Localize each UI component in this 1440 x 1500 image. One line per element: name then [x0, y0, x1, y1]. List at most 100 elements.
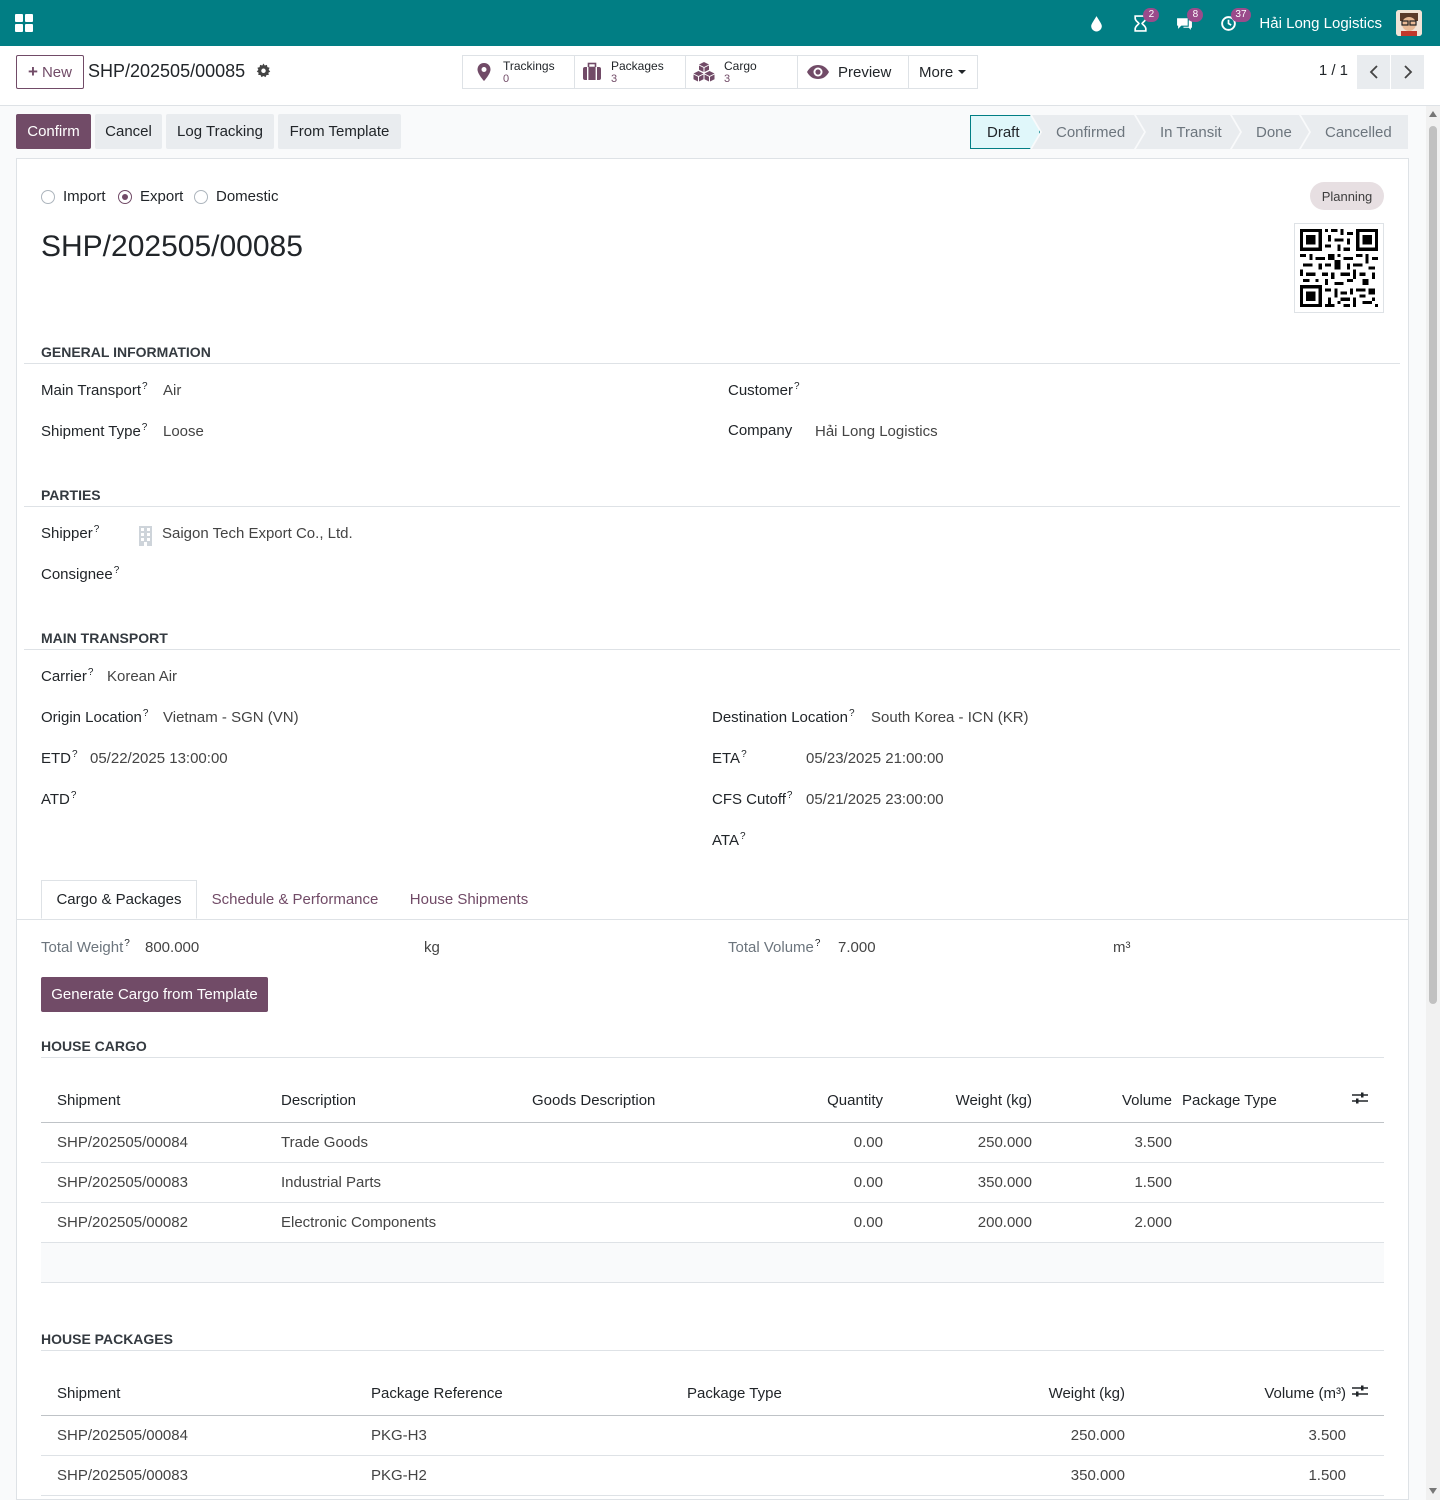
customer-label-text: Customer: [728, 382, 794, 399]
company-switcher[interactable]: Hải Long Logistics: [1259, 14, 1382, 32]
pager-previous-button[interactable]: [1357, 55, 1390, 89]
column-header-volume[interactable]: Volume (m³): [1125, 1372, 1346, 1416]
column-header-volume[interactable]: Volume: [1032, 1079, 1172, 1123]
radio-export[interactable]: [118, 190, 132, 204]
confirm-button[interactable]: Confirm: [16, 114, 91, 149]
generate-cargo-button[interactable]: Generate Cargo from Template: [41, 977, 268, 1012]
packages-smart-button[interactable]: Packages 3: [575, 56, 686, 88]
cell-spacer: [1342, 1162, 1384, 1203]
stage-in-transit[interactable]: In Transit: [1136, 115, 1240, 149]
stage-confirmed[interactable]: Confirmed: [1032, 115, 1144, 149]
stage-draft[interactable]: Draft: [970, 115, 1040, 149]
destination-location-field[interactable]: South Korea - ICN (KR): [871, 709, 1029, 726]
carrier-label: Carrier?: [41, 667, 93, 685]
tab-cargo-packages[interactable]: Cargo & Packages: [41, 880, 197, 919]
customer-field[interactable]: [815, 382, 1375, 402]
help-tooltip-icon[interactable]: ?: [786, 790, 793, 801]
radio-export-label[interactable]: Export: [140, 188, 184, 205]
tab-schedule-performance[interactable]: Schedule & Performance: [211, 891, 379, 908]
cancel-button[interactable]: Cancel: [95, 114, 162, 149]
stage-cancelled[interactable]: Cancelled: [1301, 115, 1408, 149]
sliders-icon: [1352, 1092, 1368, 1104]
help-tooltip-icon[interactable]: ?: [848, 708, 855, 719]
optional-columns-toggle[interactable]: [1346, 1372, 1384, 1416]
column-header-shipment[interactable]: Shipment: [41, 1372, 355, 1416]
pager-value[interactable]: 1 / 1: [1318, 62, 1348, 79]
help-tooltip-icon[interactable]: ?: [814, 938, 821, 949]
help-tooltip-icon[interactable]: ?: [124, 938, 130, 949]
apps-menu-icon[interactable]: [15, 14, 33, 32]
help-tooltip-icon[interactable]: ?: [142, 708, 149, 719]
tab-house-shipments[interactable]: House Shipments: [409, 891, 529, 908]
consignee-field[interactable]: [162, 566, 662, 586]
help-tooltip-icon[interactable]: ?: [739, 831, 746, 842]
cell-weight: 250.000: [921, 1415, 1125, 1456]
help-tooltip-icon[interactable]: ?: [113, 565, 120, 576]
preview-smart-button[interactable]: Preview: [798, 56, 909, 88]
company-field[interactable]: Hải Long Logistics: [815, 423, 938, 440]
column-header-weight[interactable]: Weight (kg): [921, 1372, 1125, 1416]
table-row[interactable]: SHP/202505/00083 Industrial Parts 0.00 3…: [41, 1162, 1384, 1203]
column-header-quantity[interactable]: Quantity: [756, 1079, 883, 1123]
table-row[interactable]: SHP/202505/00084 PKG-H3 250.000 3.500: [41, 1415, 1384, 1456]
column-header-shipment[interactable]: Shipment: [41, 1079, 265, 1123]
help-tooltip-icon[interactable]: ?: [142, 381, 148, 392]
help-tooltip-icon[interactable]: ?: [70, 790, 77, 801]
activity-hourglass-icon[interactable]: 2: [1125, 0, 1160, 46]
help-tooltip-icon[interactable]: ?: [741, 749, 747, 760]
atd-field[interactable]: [90, 791, 390, 811]
cell-package-type: [1172, 1122, 1342, 1163]
stage-done[interactable]: Done: [1232, 115, 1309, 149]
column-header-goods-description[interactable]: Goods Description: [516, 1079, 756, 1123]
pager-next-button[interactable]: [1391, 55, 1424, 89]
total-weight-label: Total Weight?: [41, 938, 130, 956]
more-dropdown[interactable]: More: [909, 56, 977, 88]
shipment-type-field[interactable]: Loose: [163, 423, 204, 440]
shipper-field[interactable]: Saigon Tech Export Co., Ltd.: [162, 525, 353, 542]
radio-domestic-label[interactable]: Domestic: [216, 188, 279, 205]
destination-location-label: Destination Location?: [712, 708, 855, 726]
help-tooltip-icon[interactable]: ?: [87, 667, 94, 678]
gear-icon[interactable]: [256, 63, 271, 78]
eta-field[interactable]: 05/23/2025 21:00:00: [806, 750, 944, 767]
column-header-package-reference[interactable]: Package Reference: [355, 1372, 671, 1416]
cargo-smart-button[interactable]: Cargo 3: [686, 56, 798, 88]
water-drop-icon[interactable]: [1081, 0, 1111, 46]
radio-import-label[interactable]: Import: [63, 188, 106, 205]
trackings-smart-button[interactable]: Trackings 0: [463, 56, 575, 88]
cell-quantity: 0.00: [756, 1162, 883, 1203]
from-template-button[interactable]: From Template: [278, 114, 401, 149]
column-header-package-type[interactable]: Package Type: [671, 1372, 921, 1416]
messages-icon[interactable]: 8: [1169, 0, 1204, 46]
carrier-field[interactable]: Korean Air: [107, 668, 178, 685]
column-header-description[interactable]: Description: [265, 1079, 516, 1123]
new-record-button[interactable]: + New: [16, 55, 84, 89]
cell-description: Trade Goods: [265, 1122, 516, 1163]
house-cargo-table: Shipment Description Goods Description Q…: [41, 1079, 1384, 1283]
etd-field[interactable]: 05/22/2025 13:00:00: [90, 750, 228, 767]
help-tooltip-icon[interactable]: ?: [72, 749, 78, 760]
column-header-weight[interactable]: Weight (kg): [883, 1079, 1032, 1123]
user-avatar[interactable]: [1396, 10, 1422, 36]
optional-columns-toggle[interactable]: [1342, 1079, 1384, 1123]
radio-domestic[interactable]: [194, 190, 208, 204]
column-header-package-type[interactable]: Package Type: [1172, 1079, 1342, 1123]
table-row[interactable]: SHP/202505/00084 Trade Goods 0.00 250.00…: [41, 1122, 1384, 1163]
packages-title: Packages: [611, 58, 664, 73]
ata-field[interactable]: [806, 832, 1106, 852]
help-tooltip-icon[interactable]: ?: [794, 381, 800, 392]
updates-clock-icon[interactable]: 37: [1213, 0, 1251, 46]
table-row[interactable]: SHP/202505/00082 Electronic Components 0…: [41, 1202, 1384, 1243]
radio-import[interactable]: [41, 190, 55, 204]
scroll-down-arrow-icon[interactable]: [1429, 1488, 1437, 1494]
help-tooltip-icon[interactable]: ?: [141, 422, 148, 433]
cfs-cutoff-field[interactable]: 05/21/2025 23:00:00: [806, 791, 944, 808]
scroll-up-arrow-icon[interactable]: [1429, 111, 1437, 117]
empty-cell: [41, 1242, 1384, 1283]
main-transport-field[interactable]: Air: [163, 382, 182, 399]
scrollbar-thumb[interactable]: [1429, 126, 1437, 1004]
origin-location-field[interactable]: Vietnam - SGN (VN): [163, 709, 299, 726]
help-tooltip-icon[interactable]: ?: [93, 524, 100, 535]
table-row[interactable]: SHP/202505/00083 PKG-H2 350.000 1.500: [41, 1455, 1384, 1496]
log-tracking-button[interactable]: Log Tracking: [166, 114, 274, 149]
